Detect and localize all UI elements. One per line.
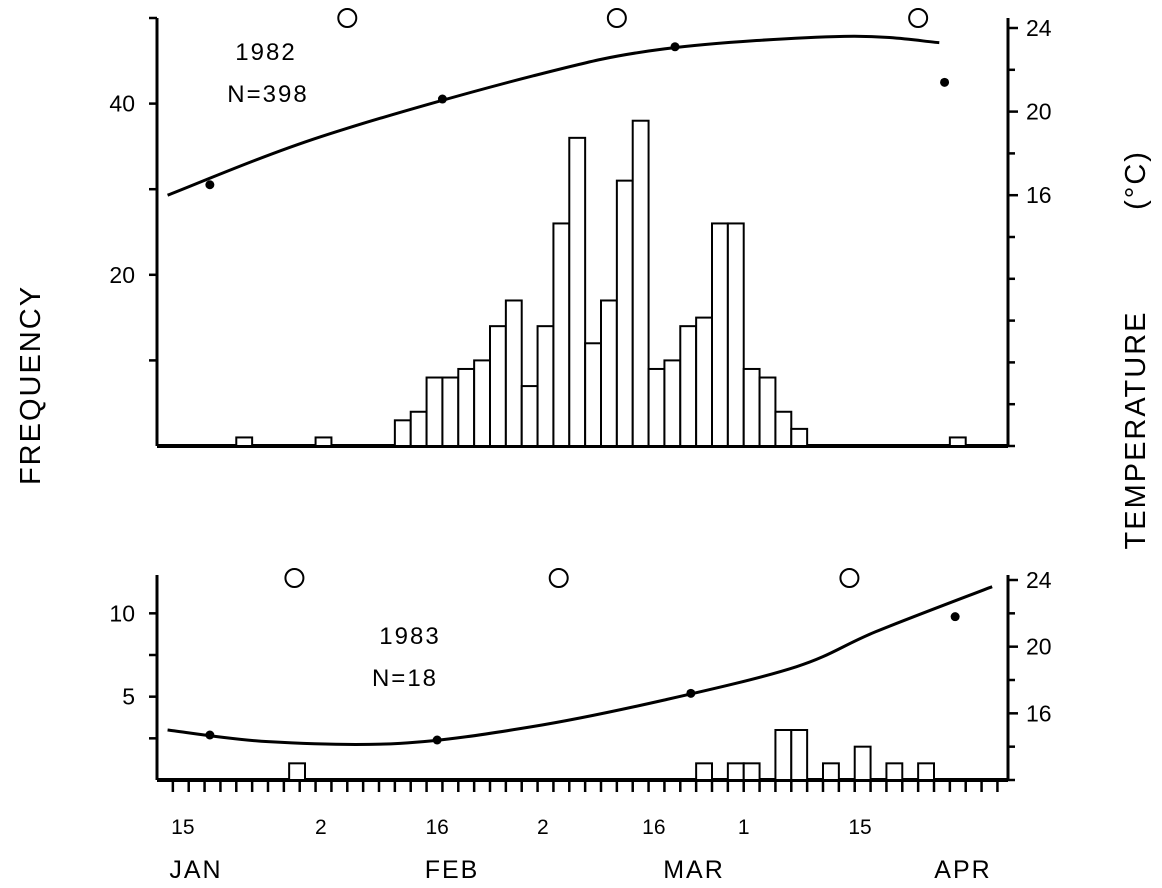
panel-n-label: N=398 (227, 81, 308, 108)
open-circle-marker (337, 8, 358, 28)
histogram-bar (536, 325, 555, 447)
histogram-bar (409, 410, 428, 448)
histogram-bar (917, 762, 936, 781)
histogram-bar (615, 179, 634, 447)
panel-n-label: N=18 (372, 665, 438, 692)
histogram-bar (790, 427, 809, 448)
histogram-bar (663, 359, 682, 447)
histogram-bar (711, 222, 729, 447)
panel-year-label: 1983 (379, 623, 440, 650)
histogram-bar (774, 410, 793, 448)
open-circle-marker (839, 568, 860, 588)
histogram-bar (504, 299, 523, 448)
temperature-curve (167, 585, 993, 747)
y2-tick-label: 20 (1026, 99, 1052, 125)
histogram-bar (314, 436, 333, 448)
y-tick-label: 20 (109, 262, 135, 288)
histogram-bar (742, 367, 761, 447)
temperature-point (686, 688, 696, 698)
histogram-bar (568, 136, 587, 447)
histogram-bar (552, 222, 571, 447)
x-day-label: 16 (425, 816, 448, 839)
open-circle-marker (606, 8, 627, 28)
histogram-bar (441, 376, 460, 447)
y2-tick-label: 16 (1026, 700, 1052, 726)
x-month-label: APR (934, 856, 991, 884)
x-axis-labels: 15 2 16 2 16 1 15 JAN FEB MAR APR (169, 780, 999, 884)
y2-tick-label: 24 (1026, 567, 1052, 593)
x-month-label: MAR (663, 856, 725, 884)
x-day-label: 16 (642, 816, 665, 839)
histogram-bar (726, 762, 745, 781)
histogram-bar (584, 342, 603, 447)
open-circle-marker (908, 8, 929, 28)
x-month-label: FEB (425, 856, 480, 884)
histogram-bar (695, 316, 714, 447)
histogram-bar (489, 325, 507, 447)
histogram-bar (695, 762, 714, 781)
histogram-bar (742, 762, 761, 781)
histogram-bar (853, 745, 872, 782)
histogram-bar (457, 367, 476, 447)
histogram-bar (774, 729, 793, 781)
temperature-point (432, 735, 442, 745)
histogram-bar (425, 376, 444, 447)
y2-tick-label: 20 (1026, 634, 1052, 660)
histogram-bar (600, 299, 618, 448)
x-day-label: 2 (537, 816, 549, 839)
histogram-bar (885, 762, 904, 781)
y2-axis-unit: (°C) (1120, 150, 1152, 210)
temperature-point (205, 730, 215, 740)
histogram-bar (631, 119, 650, 447)
panel-1982: 20 40 16 20 24 1982 N=398 (109, 8, 1052, 448)
histogram-bar (726, 222, 745, 447)
open-circle-marker (284, 568, 305, 588)
panel-year-label: 1982 (235, 39, 296, 66)
histogram-bar (288, 762, 306, 781)
histogram-bar (758, 376, 777, 447)
histogram-bar (948, 436, 967, 448)
x-month-label: JAN (169, 856, 222, 884)
histogram-bar (473, 359, 491, 447)
panel-1983: 5 10 16 20 24 1983 N=18 (109, 567, 1052, 782)
temperature-point (670, 42, 680, 52)
open-circle-marker (548, 568, 569, 588)
temperature-point (940, 77, 950, 87)
temperature-point (437, 94, 447, 104)
y-axis-title: FREQUENCY (15, 285, 47, 485)
histogram-bar (822, 762, 840, 781)
histogram-bar (520, 385, 539, 447)
temperature-curve (167, 34, 940, 197)
x-day-label: 15 (848, 816, 871, 839)
y2-tick-label: 16 (1026, 182, 1052, 208)
histogram-bar (393, 419, 412, 448)
temperature-point (205, 180, 215, 190)
histogram-bar (647, 367, 666, 447)
y-tick-label: 5 (122, 684, 135, 710)
x-day-label: 2 (315, 816, 327, 839)
y2-tick-label: 24 (1026, 15, 1052, 41)
x-day-label: 1 (738, 816, 750, 839)
y-tick-label: 40 (109, 91, 135, 117)
y2-axis-title: TEMPERATURE (1120, 311, 1152, 550)
y-tick-label: 10 (109, 600, 135, 626)
histogram-bar (235, 436, 254, 448)
histogram-bar (679, 325, 698, 447)
histogram-bar (790, 729, 809, 781)
x-day-label: 15 (171, 816, 194, 839)
temperature-point (950, 612, 960, 622)
